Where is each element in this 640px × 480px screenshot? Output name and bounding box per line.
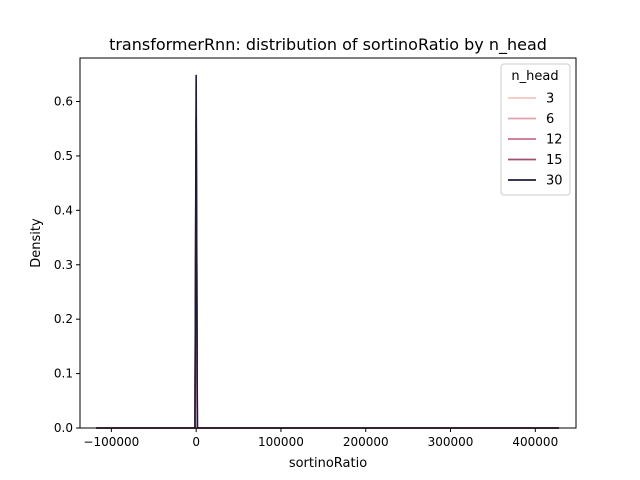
plot-area	[79, 57, 577, 429]
y-tick-label: 0.3	[54, 258, 73, 272]
y-tick-label: 0.1	[54, 367, 73, 381]
x-tick-label: 400000	[512, 435, 558, 449]
chart-title: transformerRnn: distribution of sortinoR…	[109, 35, 547, 55]
y-tick-label: 0.4	[54, 203, 73, 217]
x-tick-label: 300000	[428, 435, 474, 449]
legend[interactable]: n_head 3 6 12 15 30	[500, 63, 571, 196]
x-tick-label: −100000	[83, 435, 139, 449]
legend-items: 3 6 12 15 30	[508, 92, 563, 189]
x-axis-label: sortinoRatio	[289, 456, 367, 471]
y-tick-label: 0.6	[54, 95, 73, 109]
legend-label-n-head-30: 30	[546, 174, 563, 189]
y-tick-label: 0.2	[54, 312, 73, 326]
y-axis: 0.0 0.1 0.2 0.3 0.4 0.5 0.6	[54, 95, 80, 435]
legend-label-n-head-12: 12	[546, 133, 563, 148]
x-axis: −100000 0 100000 200000 300000 400000	[83, 428, 558, 449]
plot-background	[80, 58, 576, 428]
plot-frame	[79, 57, 577, 429]
y-axis-label: Density	[29, 218, 44, 268]
legend-box	[500, 63, 571, 196]
x-tick-label: 200000	[343, 435, 389, 449]
y-tick-label: 0.5	[54, 149, 73, 163]
x-tick-label: 0	[192, 435, 200, 449]
legend-label-n-head-15: 15	[546, 153, 563, 168]
legend-label-n-head-6: 6	[546, 112, 554, 127]
x-tick-label: 100000	[258, 435, 304, 449]
legend-label-n-head-3: 3	[546, 92, 554, 107]
y-tick-label: 0.0	[54, 421, 73, 435]
legend-title: n_head	[511, 69, 558, 84]
